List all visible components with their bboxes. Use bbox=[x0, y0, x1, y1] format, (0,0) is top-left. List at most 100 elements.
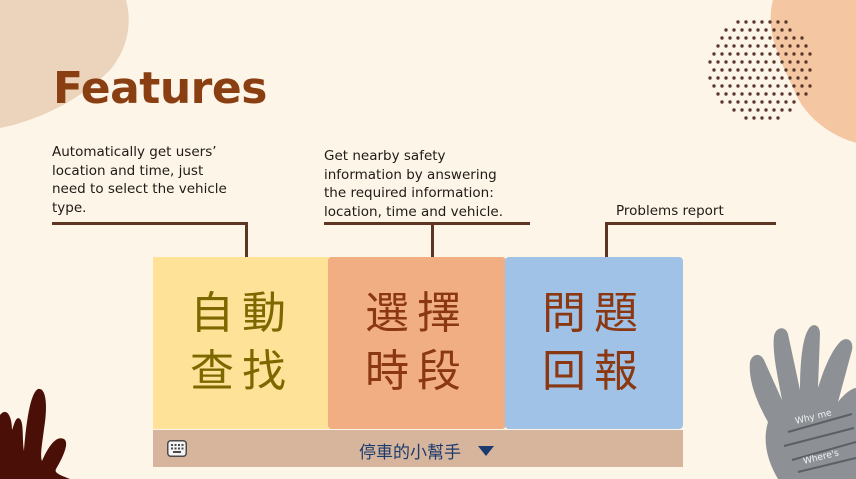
decorative-dot bbox=[760, 68, 764, 72]
decorative-dot bbox=[756, 76, 760, 80]
decorative-dot bbox=[804, 60, 808, 64]
feature-description-problem-report: Problems report bbox=[616, 203, 724, 219]
decorative-dot bbox=[740, 92, 744, 96]
decorative-dot bbox=[792, 36, 796, 40]
decorative-dot bbox=[808, 84, 812, 88]
select-time-label: 選擇 時段 bbox=[365, 288, 469, 397]
decorative-dot bbox=[768, 20, 772, 24]
decorative-dot bbox=[788, 60, 792, 64]
decorative-dot bbox=[760, 84, 764, 88]
decorative-dot bbox=[720, 68, 724, 72]
decorative-dot bbox=[748, 44, 752, 48]
decorative-dot bbox=[756, 92, 760, 96]
decorative-dot bbox=[764, 76, 768, 80]
decorative-dot bbox=[720, 36, 724, 40]
decorative-dot bbox=[724, 44, 728, 48]
decorative-dot bbox=[784, 20, 788, 24]
triangle-down-icon[interactable] bbox=[478, 446, 494, 456]
decorative-dot bbox=[744, 36, 748, 40]
decorative-dot bbox=[804, 76, 808, 80]
decorative-dot bbox=[796, 44, 800, 48]
decorative-dot bbox=[780, 28, 784, 32]
decorative-dot bbox=[768, 52, 772, 56]
decorative-dot bbox=[752, 84, 756, 88]
feature-description-select-time: Get nearby safety information by answeri… bbox=[324, 148, 504, 220]
decorative-dot bbox=[756, 28, 760, 32]
decorative-blob-top-left bbox=[0, 0, 129, 128]
decorative-dot bbox=[764, 28, 768, 32]
decorative-dot bbox=[736, 100, 740, 104]
ime-toolbar: 停車的小幫手 bbox=[153, 430, 683, 467]
decorative-dot bbox=[788, 108, 792, 112]
decorative-dot bbox=[780, 60, 784, 64]
decorative-dot bbox=[760, 20, 764, 24]
decorative-dot bbox=[776, 20, 780, 24]
decorative-dot bbox=[732, 76, 736, 80]
decorative-dot bbox=[784, 52, 788, 56]
decorative-dot bbox=[708, 76, 712, 80]
auto-find-button[interactable]: 自動 查找 bbox=[153, 257, 331, 429]
feature-description-auto-find: Automatically get users’ location and ti… bbox=[52, 144, 227, 216]
connector-line bbox=[605, 222, 608, 258]
decorative-dot bbox=[728, 36, 732, 40]
decorative-dot bbox=[716, 60, 720, 64]
decorative-dot bbox=[768, 116, 772, 120]
decorative-dot bbox=[736, 52, 740, 56]
decorative-dot bbox=[716, 92, 720, 96]
decorative-dot bbox=[712, 52, 716, 56]
decorative-dot bbox=[776, 100, 780, 104]
decorative-dot bbox=[720, 100, 724, 104]
problem-report-button[interactable]: 問題 回報 bbox=[505, 257, 683, 429]
decorative-dot bbox=[804, 92, 808, 96]
ime-toolbar-label[interactable]: 停車的小幫手 bbox=[359, 443, 461, 463]
decorative-dot bbox=[756, 60, 760, 64]
decorative-dot bbox=[740, 28, 744, 32]
keyboard-icon[interactable] bbox=[167, 440, 187, 457]
connector-line bbox=[324, 222, 530, 225]
decorative-dot bbox=[756, 108, 760, 112]
decorative-dot bbox=[788, 44, 792, 48]
decorative-dot bbox=[768, 36, 772, 40]
decorative-dot bbox=[776, 68, 780, 72]
decorative-dot bbox=[736, 36, 740, 40]
decorative-blob-top-right bbox=[770, 0, 856, 143]
decorative-dot bbox=[772, 108, 776, 112]
decorative-dot bbox=[752, 100, 756, 104]
decorative-dot bbox=[728, 84, 732, 88]
decorative-dot bbox=[784, 84, 788, 88]
decorative-newspaper-hand: Why me Where's bbox=[749, 325, 856, 479]
decorative-dot bbox=[720, 84, 724, 88]
decorative-dot bbox=[800, 84, 804, 88]
decorative-dot bbox=[780, 76, 784, 80]
select-time-button[interactable]: 選擇 時段 bbox=[328, 257, 506, 429]
decorative-dot bbox=[748, 92, 752, 96]
decorative-dot bbox=[736, 20, 740, 24]
decorative-dot bbox=[744, 100, 748, 104]
decorative-dot bbox=[800, 52, 804, 56]
decorative-dot bbox=[744, 52, 748, 56]
decorative-dot bbox=[760, 100, 764, 104]
decorative-dot bbox=[732, 60, 736, 64]
decorative-dot bbox=[732, 92, 736, 96]
decorative-dot bbox=[740, 44, 744, 48]
decorative-dot bbox=[780, 108, 784, 112]
decorative-dot bbox=[792, 68, 796, 72]
decorative-dot bbox=[724, 28, 728, 32]
decorative-dot bbox=[760, 52, 764, 56]
auto-find-label: 自動 查找 bbox=[190, 288, 294, 397]
decorative-dot bbox=[728, 68, 732, 72]
decorative-dot bbox=[764, 60, 768, 64]
decorative-dot bbox=[728, 100, 732, 104]
decorative-dot bbox=[744, 116, 748, 120]
decorative-dot bbox=[748, 60, 752, 64]
decorative-dot bbox=[720, 52, 724, 56]
decorative-dot bbox=[748, 108, 752, 112]
decorative-dot bbox=[796, 76, 800, 80]
decorative-dot bbox=[796, 60, 800, 64]
decorative-dot bbox=[800, 68, 804, 72]
decorative-dot bbox=[744, 68, 748, 72]
decorative-dot bbox=[788, 28, 792, 32]
decorative-dot bbox=[764, 92, 768, 96]
decorative-dot bbox=[768, 84, 772, 88]
decorative-dot bbox=[744, 84, 748, 88]
